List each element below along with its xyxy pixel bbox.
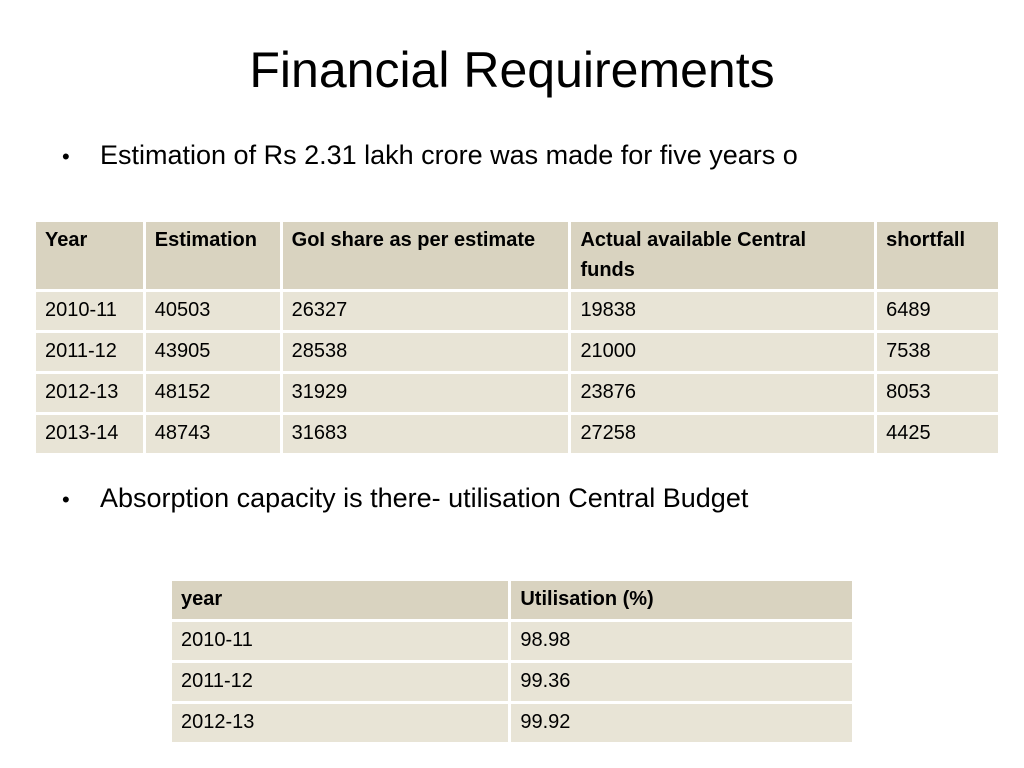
cell-year: 2011-12	[168, 660, 512, 704]
slide-title: Financial Requirements	[249, 42, 775, 98]
utilisation-table: year Utilisation (%) 2010-11 98.98 2011-…	[168, 578, 855, 745]
header-utilisation: Utilisation (%)	[508, 578, 855, 622]
table-row: 2010-11 98.98	[168, 619, 855, 663]
cell-shortfall: 7538	[874, 330, 1001, 374]
table-row: 2011-12 43905 28538 21000 7538	[33, 330, 1001, 374]
cell-utilisation: 98.98	[508, 619, 855, 663]
header-shortfall: shortfall	[874, 219, 1001, 292]
cell-estimation: 48152	[142, 371, 283, 415]
cell-shortfall: 8053	[874, 371, 1001, 415]
bullet-absorption: • Absorption capacity is there- utilisati…	[62, 481, 748, 517]
table-row: 2011-12 99.36	[168, 660, 855, 704]
table-row: 2012-13 99.92	[168, 701, 855, 745]
bullet-dot-icon: •	[62, 487, 70, 512]
cell-shortfall: 4425	[874, 412, 1001, 456]
cell-year: 2012-13	[168, 701, 512, 745]
bullet-text: Estimation of Rs 2.31 lakh crore was mad…	[100, 140, 798, 170]
header-actual-funds: Actual available Central funds	[568, 219, 878, 292]
table-row: 2013-14 48743 31683 27258 4425	[33, 412, 1001, 456]
header-estimation: Estimation	[142, 219, 283, 292]
cell-year: 2011-12	[33, 330, 146, 374]
bullet-text: Absorption capacity is there- utilisatio…	[100, 483, 749, 513]
bullet-estimation: • Estimation of Rs 2.31 lakh crore was ma…	[62, 138, 798, 174]
cell-shortfall: 6489	[874, 289, 1001, 333]
cell-estimation: 48743	[142, 412, 283, 456]
cell-actual-funds: 27258	[568, 412, 878, 456]
cell-utilisation: 99.92	[508, 701, 855, 745]
bullet-dot-icon: •	[62, 144, 70, 169]
cell-year: 2012-13	[33, 371, 146, 415]
cell-goi-share: 28538	[279, 330, 572, 374]
cell-year: 2010-11	[168, 619, 512, 663]
cell-goi-share: 31683	[279, 412, 572, 456]
cell-year: 2010-11	[33, 289, 146, 333]
cell-actual-funds: 21000	[568, 330, 878, 374]
cell-estimation: 40503	[142, 289, 283, 333]
header-year: year	[168, 578, 512, 622]
table-header-row: year Utilisation (%)	[168, 578, 855, 622]
header-year: Year	[33, 219, 146, 292]
cell-utilisation: 99.36	[508, 660, 855, 704]
cell-goi-share: 26327	[279, 289, 572, 333]
table-row: 2012-13 48152 31929 23876 8053	[33, 371, 1001, 415]
cell-estimation: 43905	[142, 330, 283, 374]
table-row: 2010-11 40503 26327 19838 6489	[33, 289, 1001, 333]
header-goi-share: GoI share as per estimate	[279, 219, 572, 292]
cell-actual-funds: 19838	[568, 289, 878, 333]
cell-actual-funds: 23876	[568, 371, 878, 415]
table-header-row: Year Estimation GoI share as per estimat…	[33, 219, 1001, 292]
estimation-table: Year Estimation GoI share as per estimat…	[33, 219, 1001, 456]
cell-year: 2013-14	[33, 412, 146, 456]
cell-goi-share: 31929	[279, 371, 572, 415]
